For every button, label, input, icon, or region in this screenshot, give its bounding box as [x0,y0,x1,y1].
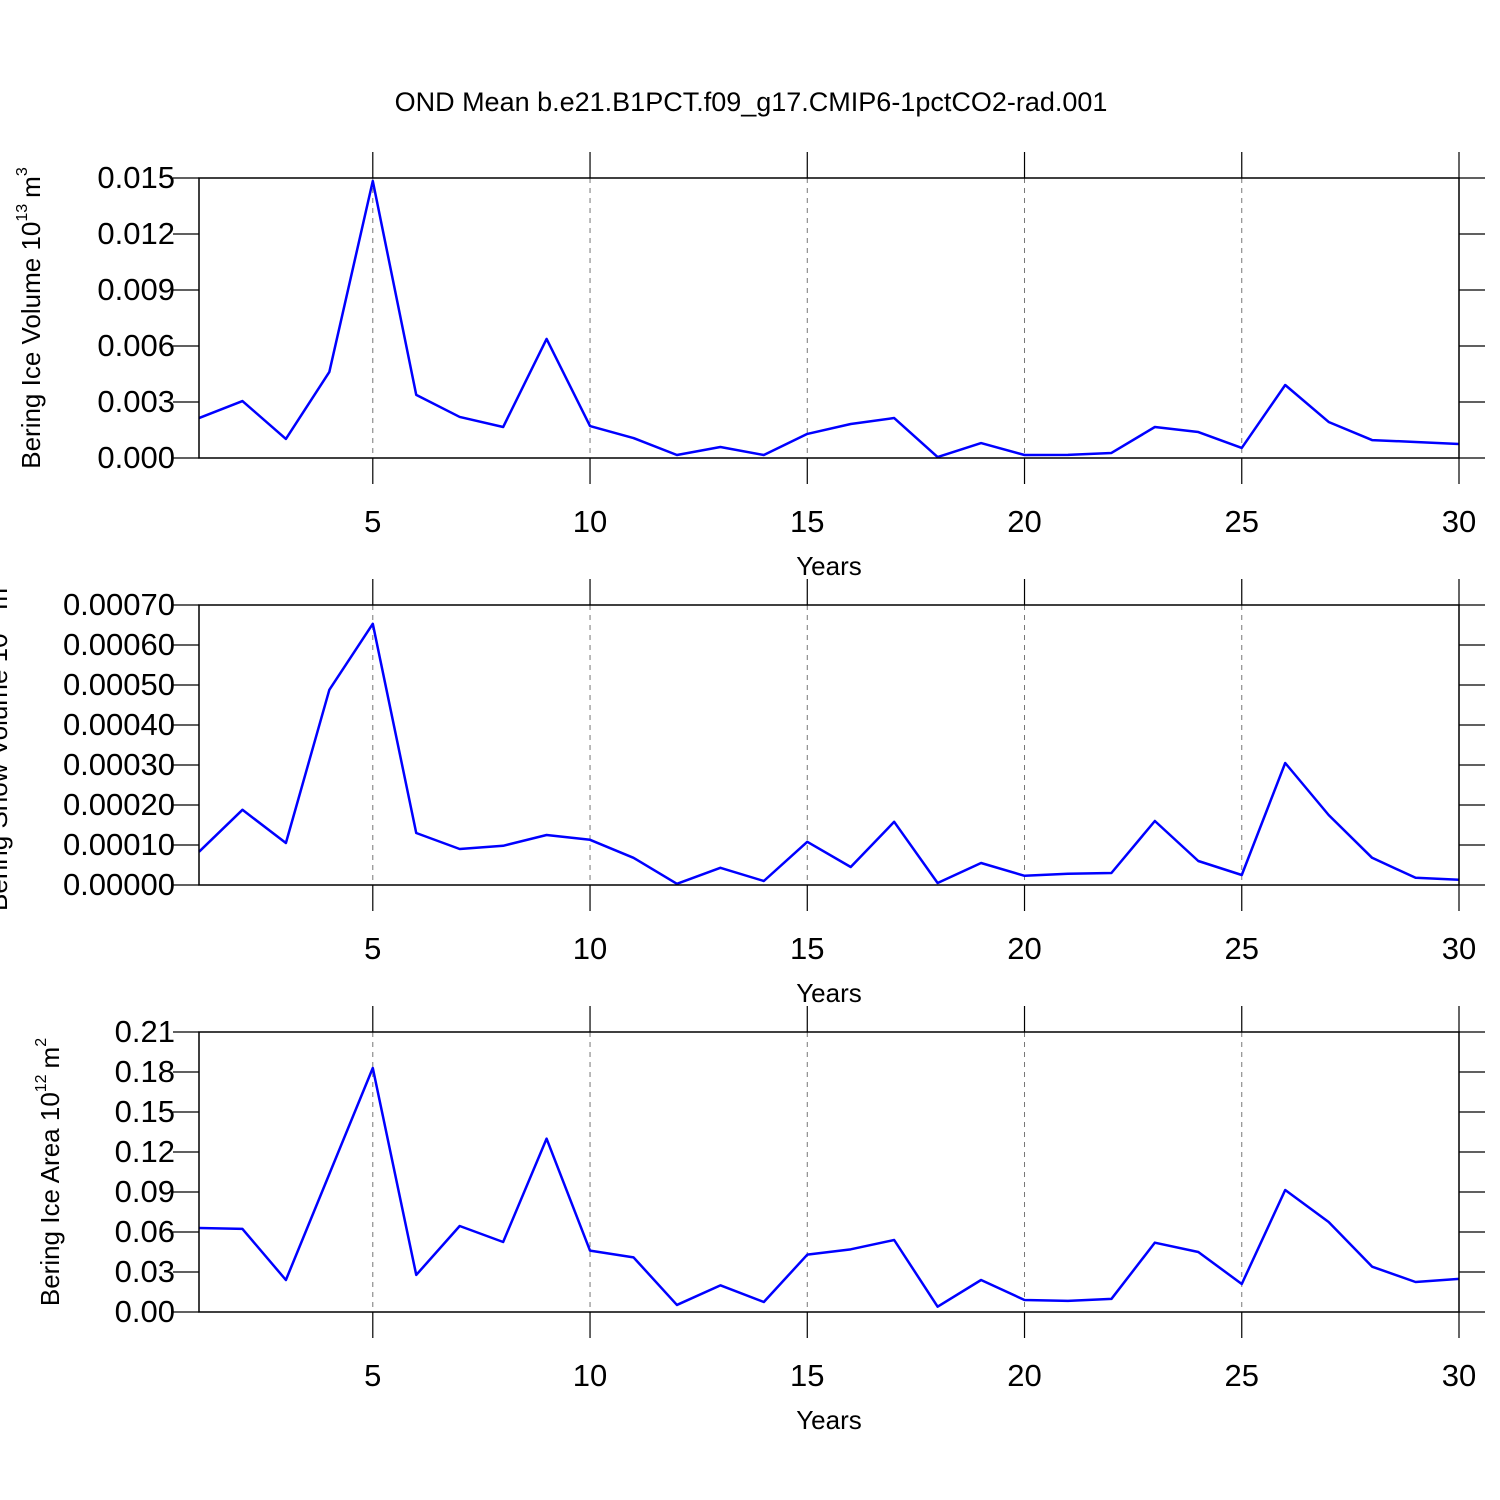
x-tick-label: 20 [1007,1358,1041,1393]
y-tick-label: 0.00010 [63,827,175,862]
x-axis-label: Years [796,551,862,581]
y-label-unit: m [0,588,13,610]
y-tick-label: 0.009 [97,272,175,307]
x-tick-label: 15 [790,504,824,539]
y-label-exponent: 13 [14,204,31,222]
y-axis-label: Bering Ice Volume 1013 m3 [14,167,46,469]
x-tick-label: 5 [364,1358,381,1393]
y-tick-label: 0.06 [115,1214,175,1249]
y-tick-label: 0.006 [97,328,175,363]
chart-title: OND Mean b.e21.B1PCT.f09_g17.CMIP6-1pctC… [395,87,1108,117]
y-tick-label: 0.18 [115,1054,175,1089]
x-tick-label: 10 [573,1358,607,1393]
y-tick-label: 0.003 [97,384,175,419]
y-label-text: Bering Snow Volume 10 [0,633,13,911]
x-axis-label: Years [796,1405,862,1435]
plot-frame [198,177,1460,459]
y-tick-label: 0.012 [97,216,175,251]
x-tick-label: 30 [1442,1358,1476,1393]
x-tick-label: 20 [1007,931,1041,966]
x-tick-label: 25 [1225,504,1259,539]
y-tick-label: 0.00 [115,1294,175,1329]
plot-frame [198,604,1460,886]
y-tick-label: 0.09 [115,1174,175,1209]
y-tick-label: 0.000 [97,440,175,475]
y-tick-label: 0.00000 [63,867,175,902]
y-tick-label: 0.12 [115,1134,175,1169]
data-line [198,179,1460,459]
x-tick-label: 15 [790,931,824,966]
x-tick-label: 20 [1007,504,1041,539]
x-tick-label: 10 [573,504,607,539]
y-axis-label: Bering Snow Volume 1013m3 [0,579,13,911]
y-tick-label: 0.03 [115,1254,175,1289]
x-tick-label: 15 [790,1358,824,1393]
y-tick-label: 0.00060 [63,627,175,662]
data-line [198,622,1460,886]
x-tick-label: 5 [364,931,381,966]
y-tick-label: 0.15 [115,1094,175,1129]
y-tick-label: 0.015 [97,160,175,195]
y-label-unit: m [35,1047,65,1069]
x-tick-label: 30 [1442,931,1476,966]
x-tick-label: 5 [364,504,381,539]
y-tick-label: 0.00030 [63,747,175,782]
y-label-exponent: 12 [33,1074,50,1092]
plot-frame [198,1031,1460,1313]
y-tick-label: 0.00040 [63,707,175,742]
y-axis-label: Bering Ice Area 1012 m2 [33,1038,65,1306]
y-tick-label: 0.21 [115,1014,175,1049]
y-tick-label: 0.00020 [63,787,175,822]
y-label-text: Bering Ice Area 10 [35,1092,65,1306]
y-label-unit-exponent: 3 [14,167,31,176]
y-label-unit: m [16,176,46,198]
x-tick-label: 30 [1442,504,1476,539]
x-tick-label: 10 [573,931,607,966]
x-tick-label: 25 [1225,1358,1259,1393]
x-tick-label: 25 [1225,931,1259,966]
y-tick-label: 0.00050 [63,667,175,702]
x-axis-label: Years [796,978,862,1008]
y-tick-label: 0.00070 [63,587,175,622]
y-label-text: Bering Ice Volume 10 [16,222,46,469]
y-label-unit-exponent: 2 [33,1038,50,1047]
data-line [198,1066,1460,1308]
